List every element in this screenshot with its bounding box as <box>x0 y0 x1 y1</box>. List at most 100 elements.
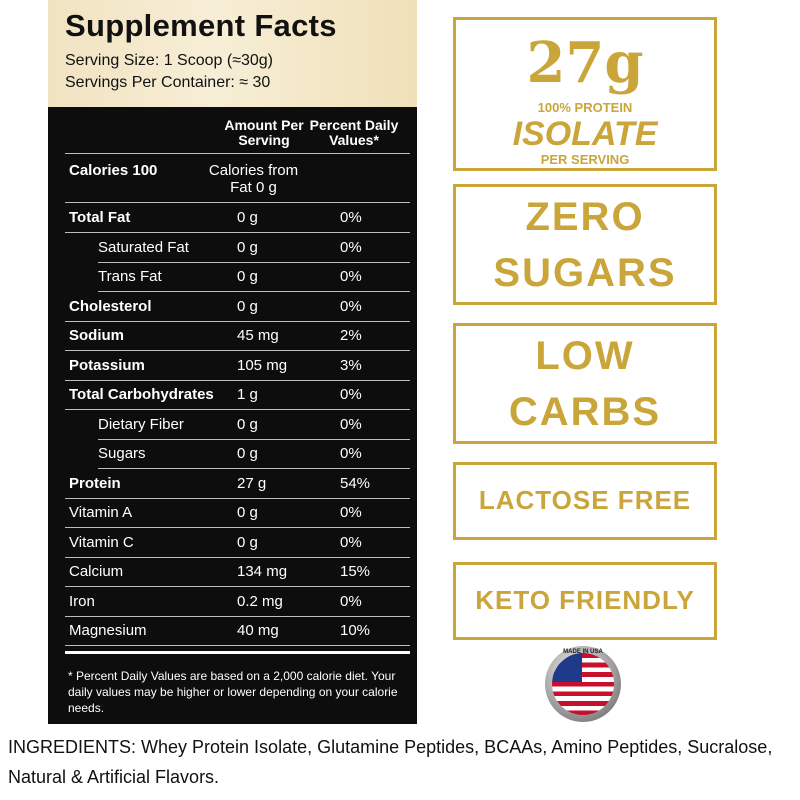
nutrient-percent: 15% <box>340 563 371 580</box>
protein-line2: ISOLATE <box>512 115 658 153</box>
nutrient-amount: 0 g <box>237 268 258 285</box>
low-line2: CARBS <box>508 390 662 434</box>
divider <box>65 586 410 587</box>
usa-flag-icon: MADE IN USA <box>545 646 621 722</box>
calories-row: Calories 100 Calories from Fat 0 g <box>48 156 417 202</box>
keto-friendly-badge: KETO FRIENDLY <box>453 562 717 640</box>
nutrient-percent: 0% <box>340 533 362 551</box>
zero-line2: SUGARS <box>493 251 677 295</box>
divider <box>65 409 410 410</box>
nutrient-label: Trans Fat <box>98 268 162 285</box>
nutrient-percent: 3% <box>340 356 362 374</box>
nutrient-percent: 10% <box>340 622 371 639</box>
divider <box>98 438 410 440</box>
divider <box>65 497 410 499</box>
nutrient-row: Vitamin C 0 g 0% <box>48 528 417 557</box>
flag-canton <box>552 653 582 682</box>
nutrient-row: Protein 27 g 54% <box>48 469 417 498</box>
nutrient-row: Dietary Fiber 0 g 0% <box>48 410 417 439</box>
divider-thick <box>65 651 410 654</box>
low-line1: LOW <box>535 334 635 378</box>
nutrient-label: Dietary Fiber <box>98 415 184 433</box>
nutrient-percent: 2% <box>340 327 362 344</box>
divider <box>65 232 410 233</box>
nutrient-label: Vitamin A <box>69 504 133 521</box>
nutrient-percent: 54% <box>340 474 371 492</box>
protein-line1: 100% PROTEIN <box>537 100 633 115</box>
flag-stripes <box>552 653 614 715</box>
divider <box>65 153 410 154</box>
divider <box>65 320 410 322</box>
protein-badge: 27g 100% PROTEIN ISOLATE PER SERVING <box>453 17 717 171</box>
footnote: * Percent Daily Values are based on a 2,… <box>68 669 398 715</box>
nutrient-row: Calcium 134 mg 15% <box>48 557 417 586</box>
nutrient-percent: 0% <box>340 297 362 315</box>
nutrient-amount: 1 g <box>237 386 258 403</box>
zero-sugars-badge: ZERO SUGARS <box>453 184 717 305</box>
nutrient-percent: 0% <box>340 445 362 462</box>
nutrient-label: Total Carbohydrates <box>69 386 214 403</box>
protein-line3: PER SERVING <box>540 152 630 167</box>
nutrient-amount: 0 g <box>237 415 258 433</box>
nutrient-row: Total Carbohydrates 1 g 0% <box>48 380 417 409</box>
divider <box>65 527 410 528</box>
nutrient-amount: 0 g <box>237 445 258 462</box>
nutrient-amount: 0 g <box>237 238 258 256</box>
lactose-label: LACTOSE FREE <box>478 485 692 515</box>
nutrient-amount: 0 g <box>237 209 258 226</box>
nutrient-row: Potassium 105 mg 3% <box>48 351 417 380</box>
nutrient-percent: 0% <box>340 238 362 256</box>
supplement-facts-panel: Supplement Facts Serving Size: 1 Scoop (… <box>48 0 417 724</box>
nutrient-amount: 27 g <box>237 474 267 492</box>
nutrient-row: Trans Fat 0 g 0% <box>48 262 417 291</box>
divider <box>65 645 410 646</box>
divider <box>65 615 410 617</box>
nutrient-amount: 134 mg <box>237 563 288 580</box>
nutrient-row: Cholesterol 0 g 0% <box>48 292 417 321</box>
column-header-amount: Amount Per Serving <box>224 117 304 148</box>
divider <box>65 556 410 558</box>
nutrient-percent: 0% <box>340 504 362 521</box>
calories-from-fat: Calories from Fat 0 g <box>208 162 299 196</box>
seal-text: MADE IN USA <box>563 649 603 655</box>
nutrient-label: Sugars <box>98 445 146 462</box>
nutrient-row: Vitamin A 0 g 0% <box>48 498 417 527</box>
nutrient-amount: 40 mg <box>237 622 279 639</box>
nutrient-percent: 0% <box>340 415 362 433</box>
nutrient-label: Saturated Fat <box>98 238 189 256</box>
nutrient-label: Cholesterol <box>69 297 152 315</box>
divider <box>65 202 410 203</box>
column-header-percent: Percent Daily Values* <box>309 117 399 148</box>
zero-line1: ZERO <box>525 195 645 239</box>
nutrient-amount: 45 mg <box>237 327 279 344</box>
nutrient-row: Sodium 45 mg 2% <box>48 321 417 350</box>
nutrient-amount: 105 mg <box>237 356 288 374</box>
nutrient-amount: 0 g <box>237 533 258 551</box>
nutrient-label: Calcium <box>69 563 124 580</box>
lactose-free-badge: LACTOSE FREE <box>453 462 717 540</box>
serving-size: Serving Size: 1 Scoop (≈30g) <box>65 52 273 69</box>
nutrient-label: Iron <box>69 592 95 610</box>
divider <box>65 379 410 381</box>
nutrient-label: Potassium <box>69 356 145 374</box>
divider <box>98 468 410 469</box>
ingredients-text: INGREDIENTS: Whey Protein Isolate, Gluta… <box>8 737 773 787</box>
nutrient-row: Sugars 0 g 0% <box>48 439 417 468</box>
protein-amount: 27g <box>526 30 644 96</box>
nutrient-percent: 0% <box>340 268 362 285</box>
nutrient-amount: 0.2 mg <box>237 592 283 610</box>
servings-per-container: Servings Per Container: ≈ 30 <box>65 74 271 91</box>
nutrient-label: Vitamin C <box>69 533 134 551</box>
nutrient-percent: 0% <box>340 209 362 226</box>
nutrient-label: Total Fat <box>69 209 131 226</box>
facts-title: Supplement Facts <box>65 8 337 43</box>
keto-label: KETO FRIENDLY <box>475 585 695 615</box>
divider <box>65 350 410 351</box>
nutrient-amount: 0 g <box>237 297 258 315</box>
nutrient-row: Iron 0.2 mg 0% <box>48 587 417 616</box>
nutrient-label: Protein <box>69 474 121 492</box>
facts-header: Supplement Facts Serving Size: 1 Scoop (… <box>48 0 417 107</box>
nutrient-percent: 0% <box>340 592 362 610</box>
nutrient-percent: 0% <box>340 386 362 403</box>
divider <box>98 291 410 292</box>
